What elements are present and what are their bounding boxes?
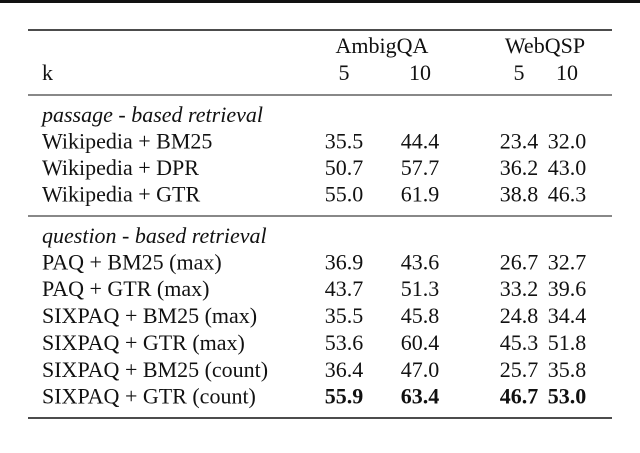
cell: 32.7 [548, 250, 587, 275]
cell: 45.8 [401, 303, 440, 328]
cell: 45.3 [500, 330, 539, 355]
column-group: AmbigQA [336, 33, 429, 58]
cell: 33.2 [500, 276, 539, 301]
row-label: SIXPAQ + GTR (max) [42, 330, 245, 355]
cell: 39.6 [548, 276, 587, 301]
cell: 36.4 [325, 357, 364, 382]
cell: 44.4 [401, 129, 440, 154]
cell: 34.4 [548, 303, 587, 328]
cell: 47.0 [401, 357, 440, 382]
row-label: SIXPAQ + BM25 (max) [42, 303, 257, 328]
cell: 35.5 [325, 129, 364, 154]
row-label: PAQ + BM25 (max) [42, 250, 222, 275]
section-title: passage - based retrieval [40, 102, 263, 127]
column-k: 10 [409, 60, 431, 85]
cell: 46.3 [548, 182, 587, 207]
cell: 53.0 [548, 384, 587, 409]
cell: 43.0 [548, 155, 587, 180]
cell: 57.7 [401, 155, 440, 180]
cell: 36.9 [325, 250, 364, 275]
cell: 23.4 [500, 129, 539, 154]
cell: 24.8 [500, 303, 539, 328]
cell: 51.3 [401, 276, 440, 301]
row-label: SIXPAQ + GTR (count) [42, 384, 256, 409]
cell: 43.6 [401, 250, 440, 275]
row-label: Wikipedia + GTR [42, 182, 200, 207]
cell: 25.7 [500, 357, 539, 382]
row-label: Wikipedia + BM25 [42, 129, 212, 154]
cell: 43.7 [325, 276, 364, 301]
column-k: 10 [556, 60, 578, 85]
cell: 63.4 [401, 384, 440, 409]
cell: 60.4 [401, 330, 440, 355]
cell: 61.9 [401, 182, 440, 207]
row-label: PAQ + GTR (max) [42, 276, 209, 301]
cell: 55.0 [325, 182, 364, 207]
column-k: 5 [514, 60, 525, 85]
column-k: 5 [339, 60, 350, 85]
cell: 36.2 [500, 155, 539, 180]
row-header: k [42, 60, 53, 85]
cell: 35.8 [548, 357, 587, 382]
cell: 35.5 [325, 303, 364, 328]
cell: 26.7 [500, 250, 539, 275]
cell: 32.0 [548, 129, 587, 154]
cell: 51.8 [548, 330, 587, 355]
cell: 38.8 [500, 182, 539, 207]
cell: 55.9 [325, 384, 364, 409]
column-group: WebQSP [505, 33, 585, 58]
cell: 50.7 [325, 155, 364, 180]
section-title: question - based retrieval [42, 223, 267, 248]
cell: 46.7 [500, 384, 539, 409]
row-label: Wikipedia + DPR [42, 155, 199, 180]
cell: 53.6 [325, 330, 364, 355]
row-label: SIXPAQ + BM25 (count) [42, 357, 268, 382]
